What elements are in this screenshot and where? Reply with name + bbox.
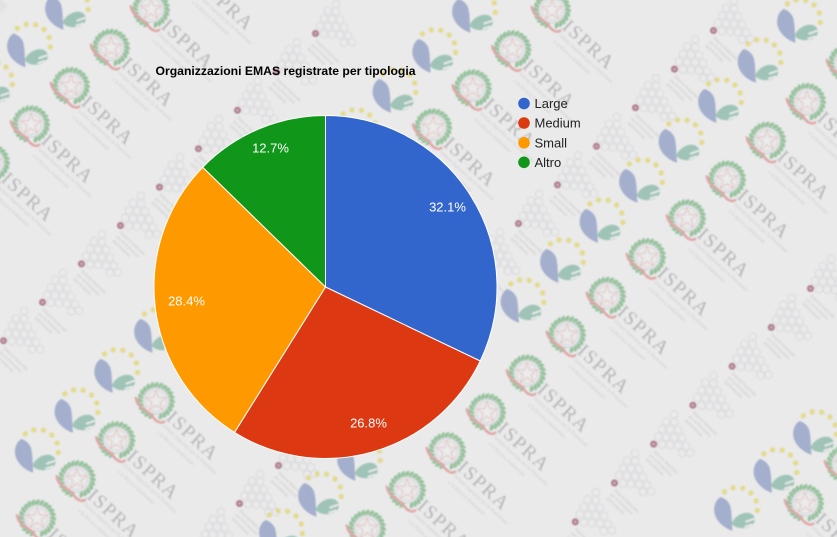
svg-text:Small: Small — [535, 135, 568, 150]
svg-text:12.7%: 12.7% — [252, 141, 289, 156]
svg-text:26.8%: 26.8% — [350, 416, 387, 431]
svg-text:Organizzazioni EMAS registrate: Organizzazioni EMAS registrate per tipol… — [156, 64, 416, 78]
svg-text:Medium: Medium — [535, 116, 581, 131]
svg-text:32.1%: 32.1% — [429, 200, 466, 215]
svg-text:Large: Large — [535, 96, 568, 111]
svg-text:28.4%: 28.4% — [168, 294, 205, 309]
svg-text:Altro: Altro — [535, 155, 562, 170]
